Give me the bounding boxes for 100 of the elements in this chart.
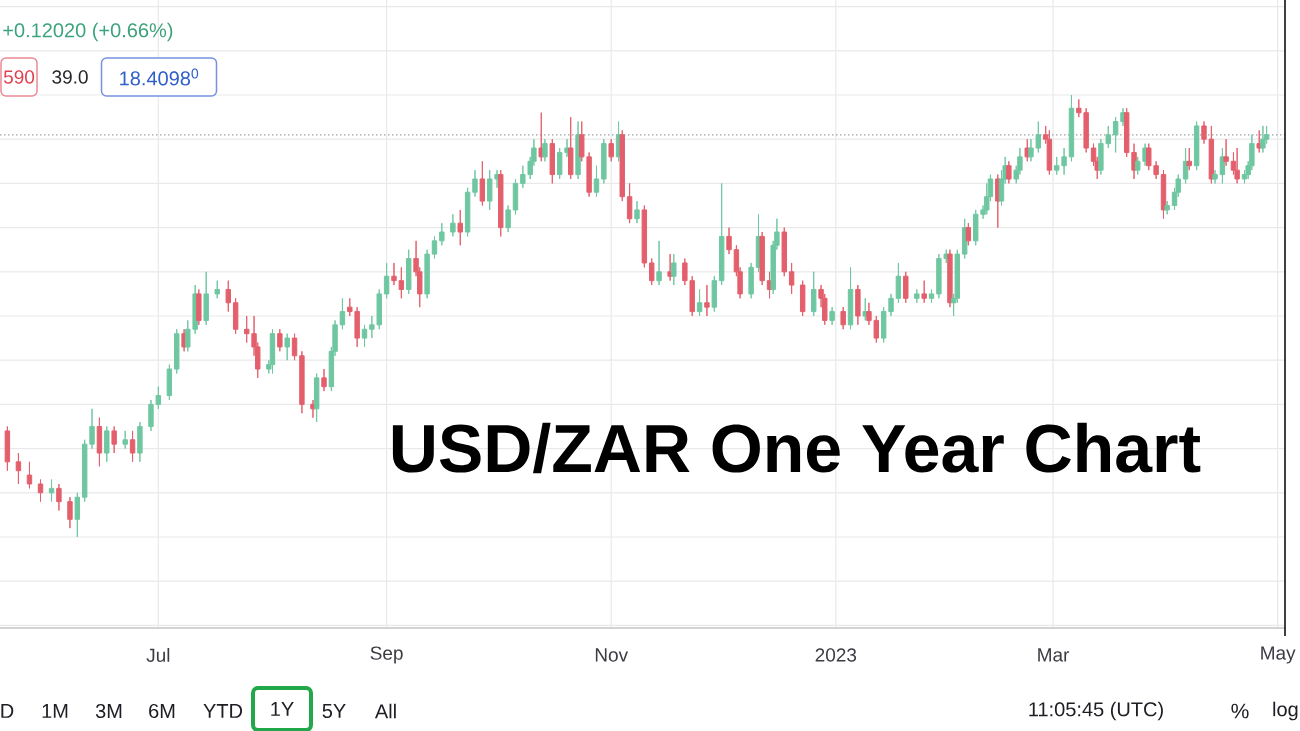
candlestick bbox=[166, 364, 173, 401]
candlestick bbox=[1234, 147, 1240, 184]
text: 5Y bbox=[322, 704, 346, 718]
candlestick bbox=[155, 386, 162, 410]
text: 3M bbox=[95, 703, 122, 719]
candlestick bbox=[196, 288, 202, 326]
candlestick bbox=[291, 333, 298, 361]
candlestick bbox=[122, 430, 128, 450]
candlestick bbox=[284, 333, 290, 361]
text: % bbox=[1231, 703, 1249, 719]
candlestick bbox=[1120, 107, 1126, 127]
candlestick bbox=[1006, 160, 1012, 184]
text: All bbox=[374, 703, 396, 719]
candlestick bbox=[424, 249, 430, 299]
candlestick bbox=[656, 240, 662, 286]
candlestick bbox=[1212, 169, 1218, 184]
candlestick bbox=[847, 266, 854, 330]
candlestick bbox=[726, 227, 732, 255]
candlestick bbox=[431, 235, 438, 260]
candlestick bbox=[361, 324, 368, 348]
candlestick bbox=[1193, 121, 1200, 171]
candlestick bbox=[310, 399, 316, 419]
candlestick bbox=[568, 116, 574, 180]
candlestick bbox=[174, 328, 180, 374]
text: 39.0 bbox=[52, 70, 88, 84]
candlestick bbox=[542, 138, 548, 162]
candlestick bbox=[391, 262, 397, 286]
candlestick bbox=[759, 231, 765, 286]
candlestick bbox=[799, 280, 806, 317]
candlestick bbox=[96, 417, 103, 467]
candlestick bbox=[1068, 94, 1075, 162]
candlestick bbox=[921, 280, 927, 304]
candlestick bbox=[1164, 200, 1170, 215]
candlestick bbox=[619, 129, 625, 202]
candlestick bbox=[634, 200, 640, 224]
candlestick bbox=[748, 262, 754, 299]
candlestick bbox=[641, 205, 648, 268]
candlestick bbox=[56, 483, 62, 511]
candlestick bbox=[203, 271, 209, 326]
x-tick-label: May bbox=[1261, 646, 1296, 664]
candlestick bbox=[626, 182, 633, 224]
text: 1Y bbox=[271, 702, 294, 716]
candlestick bbox=[37, 479, 44, 503]
candlestick bbox=[450, 213, 456, 237]
x-tick-label: Sep bbox=[370, 646, 403, 664]
candlestick bbox=[277, 328, 283, 352]
candlestick bbox=[15, 452, 22, 485]
candlestick bbox=[74, 492, 81, 538]
candlestick bbox=[1260, 125, 1266, 153]
candlestick bbox=[549, 138, 556, 184]
candlestick bbox=[1223, 138, 1229, 167]
candlestick bbox=[48, 479, 55, 503]
candlestick bbox=[575, 121, 581, 180]
candlestick bbox=[498, 169, 504, 237]
text: USD/ZAR One Year Chart bbox=[392, 422, 1201, 474]
candlestick bbox=[667, 253, 673, 282]
candlestick bbox=[593, 165, 600, 198]
candlestick bbox=[472, 169, 478, 198]
candlestick bbox=[464, 187, 471, 237]
text: +0.12020 (+0.66%) bbox=[3, 22, 173, 42]
candlestick bbox=[928, 288, 935, 304]
candlestick bbox=[781, 227, 787, 277]
candlestick bbox=[895, 262, 902, 304]
text: YTD bbox=[203, 704, 243, 718]
text: D bbox=[1, 704, 14, 718]
candlestick bbox=[947, 249, 953, 308]
candlestick bbox=[1186, 147, 1192, 171]
text: 18.4098$^{0}$ bbox=[120, 68, 199, 86]
candlestick bbox=[232, 297, 239, 335]
candlestick bbox=[671, 253, 677, 286]
candlestick bbox=[214, 280, 220, 299]
candlestick bbox=[321, 368, 327, 392]
candlestick bbox=[225, 280, 231, 313]
x-tick-label: Nov bbox=[595, 648, 629, 662]
candlestick bbox=[601, 138, 607, 184]
candlestick bbox=[148, 399, 154, 432]
candlestick bbox=[104, 426, 110, 463]
candlestick bbox=[512, 178, 519, 215]
x-tick-label: Mar bbox=[1038, 648, 1070, 662]
candlestick bbox=[457, 209, 463, 246]
candlestick bbox=[788, 262, 795, 295]
candlestick bbox=[129, 430, 136, 463]
x-tick-label: Jul bbox=[146, 648, 170, 662]
candlestick bbox=[269, 328, 276, 374]
candlestick bbox=[811, 271, 817, 317]
candlestick bbox=[479, 160, 486, 206]
candlestick bbox=[965, 222, 972, 246]
candlestick bbox=[505, 205, 511, 233]
candlestick bbox=[26, 461, 33, 489]
candlestick bbox=[840, 306, 846, 330]
candlestick bbox=[914, 288, 920, 304]
candlestick bbox=[608, 138, 614, 162]
candlestick bbox=[829, 306, 835, 326]
candlestick bbox=[398, 266, 405, 299]
candlestick bbox=[111, 426, 117, 454]
x-tick-label: 2023 bbox=[815, 648, 857, 662]
candlestick bbox=[696, 288, 703, 317]
text: 6M bbox=[149, 703, 175, 719]
candlestick bbox=[718, 182, 725, 286]
candlestick bbox=[339, 297, 346, 330]
